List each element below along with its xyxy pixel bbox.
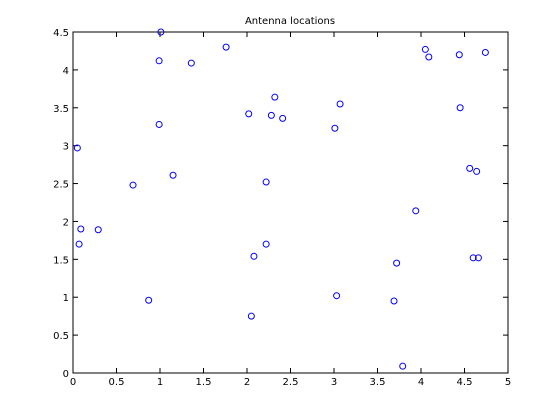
scatter-point [94,226,102,234]
y-tick-label: 2 [63,217,69,228]
axes-box [72,31,509,374]
scatter-point [399,362,407,370]
x-tick-label: 2.5 [283,377,299,388]
scatter-point [245,110,253,118]
x-tick-label: 0.5 [109,377,125,388]
y-tick-label: 2.5 [53,180,69,191]
y-tick-label: 0 [63,369,69,380]
scatter-point [393,259,401,267]
scatter-point [456,104,464,112]
scatter-point [425,53,433,61]
scatter-point [481,48,489,56]
x-tick-label: 1.5 [196,377,212,388]
scatter-point [474,254,482,262]
x-tick-label: 3.5 [370,377,386,388]
scatter-point [155,57,163,65]
scatter-point [145,296,153,304]
scatter-point [455,51,463,59]
x-tick-label: 5 [505,377,511,388]
scatter-point [169,171,177,179]
y-tick-label: 1 [63,293,69,304]
scatter-point [155,120,163,128]
scatter-point [75,240,83,248]
scatter-point [129,181,137,189]
x-tick-label: 4 [418,377,424,388]
scatter-point [473,167,481,175]
scatter-point [262,240,270,248]
y-tick-label: 4.5 [53,28,69,39]
x-tick-label: 0 [70,377,76,388]
chart-title: Antenna locations [245,16,335,27]
scatter-point [77,225,85,233]
scatter-point [250,252,258,260]
scatter-point [222,43,230,51]
scatter-point [187,59,195,67]
scatter-point [466,164,474,172]
scatter-point [469,254,477,262]
scatter-point [73,144,81,152]
y-tick-label: 3.5 [53,104,69,115]
y-tick-label: 1.5 [53,255,69,266]
scatter-point [336,100,344,108]
x-tick-label: 3 [331,377,337,388]
x-tick-label: 2 [244,377,250,388]
scatter-point [279,114,287,122]
scatter-point [412,207,420,215]
y-tick-label: 0.5 [53,331,69,342]
scatter-point [390,297,398,305]
x-tick-label: 1 [157,377,163,388]
scatter-point [331,124,339,132]
x-tick-label: 4.5 [457,377,473,388]
scatter-point [247,312,255,320]
scatter-point [333,292,341,300]
scatter-point [271,93,279,101]
y-tick-label: 3 [63,142,69,153]
y-tick-label: 4 [63,66,69,77]
scatter-point [262,178,270,186]
scatter-point [421,45,429,53]
scatter-point [157,28,165,36]
scatter-point [267,111,275,119]
